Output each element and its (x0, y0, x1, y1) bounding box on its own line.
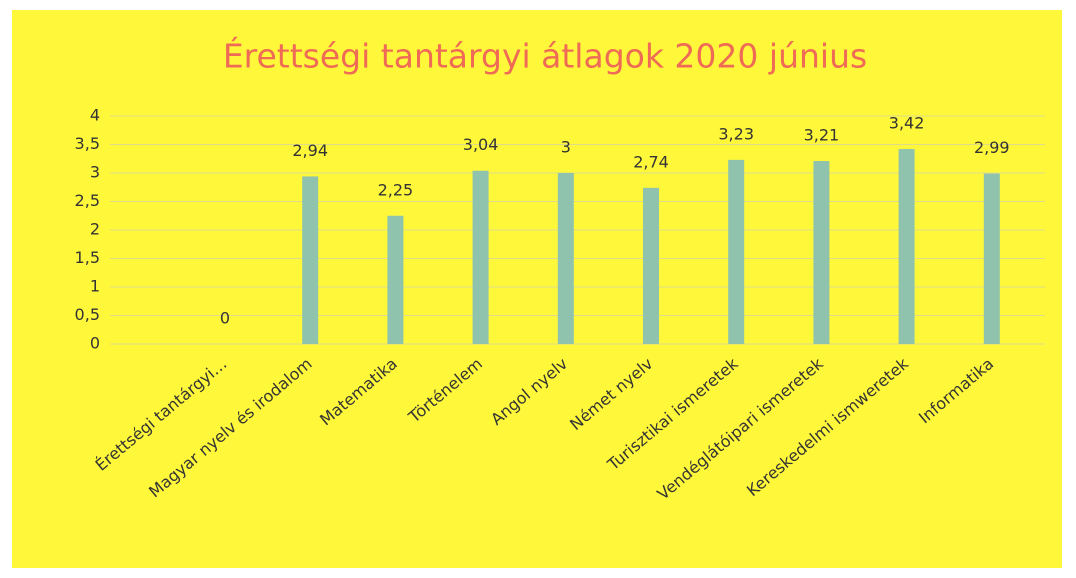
y-tick-label: 1 (90, 277, 100, 296)
bar (387, 215, 404, 344)
y-tick-label: 0 (90, 334, 100, 353)
bar (728, 159, 745, 344)
y-tick-label: 2 (90, 220, 100, 239)
y-tick-label: 4 (90, 106, 100, 125)
data-label: 0 (220, 309, 230, 328)
bar (813, 161, 830, 344)
data-label: 2,74 (633, 152, 669, 171)
data-label: 3,04 (463, 135, 499, 154)
bar (643, 187, 659, 344)
data-label: 3,42 (889, 114, 925, 133)
y-tick-label: 3 (90, 163, 100, 182)
y-tick-label: 1,5 (75, 248, 100, 267)
data-label: 3,21 (804, 126, 840, 145)
data-label: 2,99 (974, 138, 1010, 157)
bar (898, 149, 915, 344)
data-label: 3 (561, 138, 571, 157)
data-label: 2,94 (292, 141, 328, 160)
bar (472, 170, 489, 344)
data-label: 2,25 (378, 180, 414, 199)
y-tick-label: 2,5 (75, 191, 100, 210)
chart-title: Érettségi tantárgyi átlagok 2020 június (223, 36, 867, 76)
bar (557, 173, 574, 344)
bar (983, 173, 1000, 344)
y-tick-label: 0,5 (75, 305, 100, 324)
data-label: 3,23 (718, 124, 754, 143)
chart-background (12, 10, 1062, 568)
bar (302, 176, 319, 344)
y-tick-label: 3,5 (75, 134, 100, 153)
